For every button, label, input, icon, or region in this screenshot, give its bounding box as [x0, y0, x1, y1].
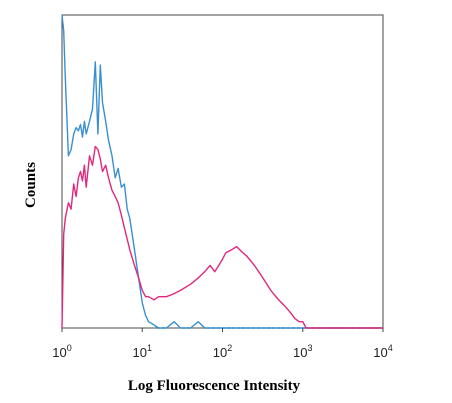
series-line-1	[61, 14, 383, 329]
series-layer	[61, 14, 383, 329]
series-line-2	[61, 145, 383, 329]
x-tick-label: 101	[133, 343, 152, 360]
x-tick-label: 100	[52, 343, 71, 360]
x-tick-labels: 100 101 102 103 104	[52, 328, 393, 360]
x-tick-label: 104	[373, 343, 392, 360]
x-tick-label: 102	[213, 343, 232, 360]
x-tick-label: 103	[293, 343, 312, 360]
x-axis-title: Log Fluorescence Intensity	[128, 378, 301, 394]
y-axis-title: Counts	[23, 162, 39, 208]
plot-frame	[61, 14, 384, 329]
